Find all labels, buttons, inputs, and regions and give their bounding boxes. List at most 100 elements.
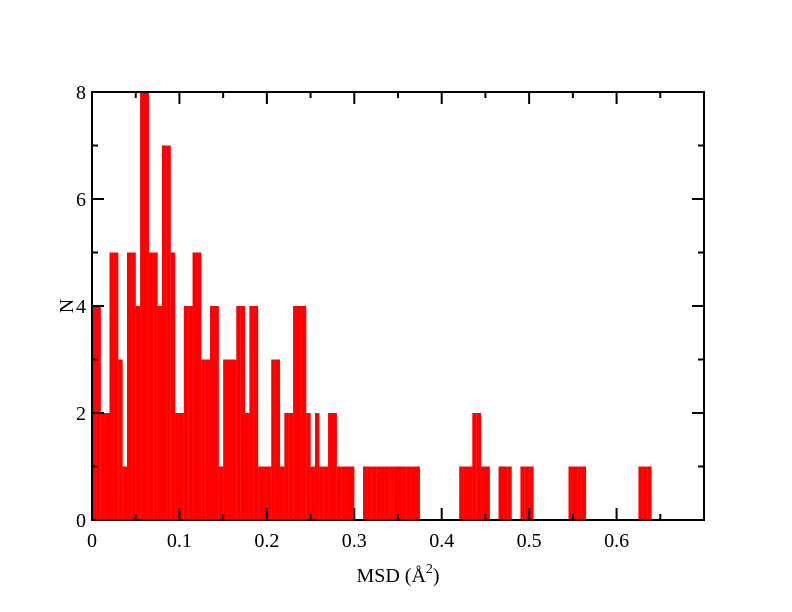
histogram-bar [223, 359, 228, 520]
histogram-bar [231, 359, 237, 520]
y-axis-title: N [56, 299, 78, 313]
x-tick-label: 0.1 [167, 530, 192, 552]
histogram-bar [131, 252, 136, 520]
histogram-bars [92, 92, 652, 520]
histogram-bar [262, 466, 267, 520]
histogram-bar [157, 306, 163, 520]
histogram-bar [271, 359, 276, 520]
histogram-bar [109, 252, 114, 520]
histogram-bar [642, 466, 648, 520]
histogram-bar [126, 252, 132, 520]
histogram-bar [336, 466, 342, 520]
histogram-bar [205, 359, 211, 520]
histogram-bar [179, 413, 184, 520]
histogram-bar [113, 252, 119, 520]
histogram-bar [245, 413, 250, 520]
histogram-bar [345, 466, 350, 520]
histogram-bar [384, 466, 390, 520]
x-tick-label: 0.2 [254, 530, 279, 552]
histogram-bar [507, 466, 512, 520]
histogram-bar [210, 306, 215, 520]
histogram-bar [140, 92, 145, 520]
histogram-bar [367, 466, 372, 520]
histogram-bar [122, 466, 128, 520]
y-tick-label: 2 [76, 403, 86, 425]
histogram-bar [568, 466, 573, 520]
histogram-bar [472, 413, 477, 520]
histogram-bar [166, 145, 171, 520]
histogram-bar [476, 413, 482, 520]
x-axis-title-main: MSD (Å [356, 565, 426, 587]
histogram-bar [332, 413, 337, 520]
x-tick-label: 0.6 [604, 530, 629, 552]
y-tick-label: 6 [76, 189, 86, 211]
histogram-bar [319, 466, 324, 520]
histogram-bar [249, 306, 254, 520]
histogram-bar [323, 466, 329, 520]
histogram-bar [170, 252, 176, 520]
histogram-bar [301, 306, 307, 520]
histogram-bar [411, 466, 416, 520]
histogram-bar [236, 306, 241, 520]
histogram-bar [502, 466, 508, 520]
histogram-bar [467, 466, 473, 520]
histogram-bar [161, 145, 167, 520]
histogram-bar [275, 359, 281, 520]
histogram-bar [498, 466, 503, 520]
histogram-bar [297, 306, 302, 520]
histogram-bar [481, 466, 486, 520]
histogram-bar [485, 466, 490, 520]
histogram-bar [389, 466, 394, 520]
histogram-bar [288, 413, 294, 520]
histogram-bar [577, 466, 582, 520]
y-axis-ticks: 0 2 4 6 8 [76, 82, 704, 532]
histogram-bar [463, 466, 469, 520]
histogram-bar [529, 466, 534, 520]
histogram-bar [310, 466, 316, 520]
y-tick-label: 8 [76, 82, 86, 104]
histogram-bar [349, 466, 355, 520]
x-axis-title-close: ) [433, 565, 440, 587]
histogram-bar [398, 466, 403, 520]
histogram-bar [144, 92, 149, 520]
histogram-bar [393, 466, 399, 520]
histogram-bar [201, 359, 206, 520]
histogram-bar [293, 306, 298, 520]
x-axis-title-superscript: 2 [426, 562, 433, 577]
x-axis-ticks: 0 0.1 0.2 0.3 0.4 0.5 0.6 [87, 92, 662, 552]
histogram-bar [572, 466, 578, 520]
histogram-bar [258, 466, 263, 520]
histogram-bar [148, 252, 154, 520]
histogram-bar [415, 466, 420, 520]
histogram-bar [402, 466, 407, 520]
x-tick-label: 0.5 [517, 530, 542, 552]
x-tick-label: 0.4 [429, 530, 454, 552]
histogram-bar [306, 413, 311, 520]
x-tick-label: 0 [87, 530, 97, 552]
histogram-bar [218, 466, 224, 520]
histogram-bar [406, 466, 412, 520]
histogram-bar [647, 466, 652, 520]
histogram-bar [183, 306, 189, 520]
histogram-bar [253, 306, 259, 520]
y-tick-label: 0 [76, 510, 86, 532]
histogram-bar [105, 413, 110, 520]
histogram-bar [314, 413, 320, 520]
x-axis-title: MSD (Å2) [356, 562, 439, 587]
histogram-bar [371, 466, 377, 520]
histogram-bar [118, 359, 123, 520]
y-tick-label: 4 [76, 296, 86, 318]
histogram-bar [100, 413, 106, 520]
histogram-bar [153, 252, 158, 520]
histogram-bar [188, 306, 193, 520]
histogram-bar [638, 466, 643, 520]
histogram-bar [240, 306, 246, 520]
histogram-bar [192, 252, 197, 520]
histogram-bar [135, 306, 141, 520]
histogram-bar [376, 466, 381, 520]
x-tick-label: 0.3 [342, 530, 367, 552]
histogram-bar [363, 466, 368, 520]
histogram-bar [279, 466, 285, 520]
histogram-bar [227, 359, 232, 520]
